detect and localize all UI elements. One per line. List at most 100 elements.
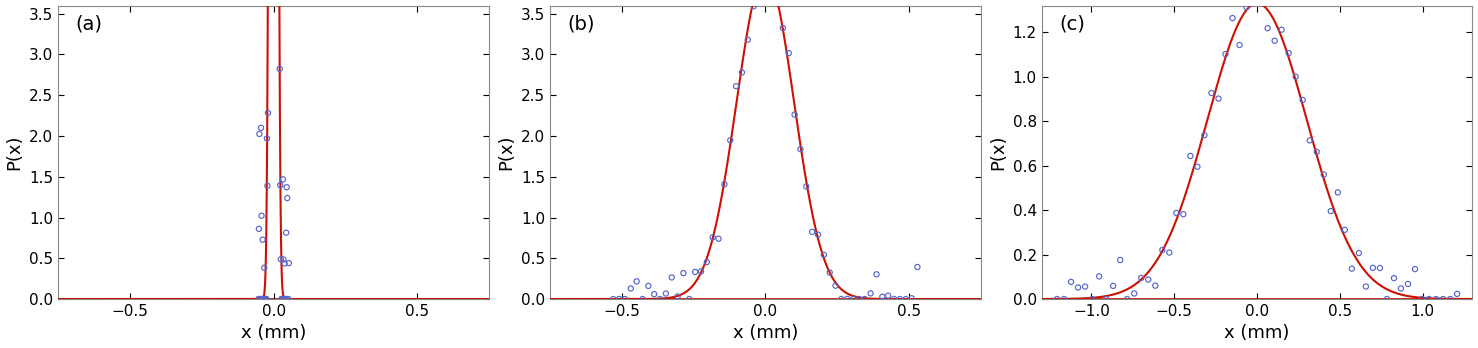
Point bbox=[800, 229, 823, 235]
Point bbox=[251, 237, 275, 243]
Point bbox=[1318, 208, 1342, 214]
Point bbox=[1262, 38, 1286, 44]
Point bbox=[273, 296, 297, 302]
Point bbox=[900, 295, 924, 301]
Point bbox=[1270, 27, 1293, 32]
Point bbox=[1397, 281, 1420, 287]
Point bbox=[1206, 96, 1230, 101]
Point bbox=[671, 270, 695, 276]
Point bbox=[730, 70, 754, 75]
Point bbox=[706, 236, 730, 242]
Point bbox=[625, 279, 649, 284]
Point bbox=[1073, 284, 1097, 290]
Point bbox=[718, 137, 742, 143]
Point bbox=[871, 294, 894, 300]
Point bbox=[1094, 296, 1117, 302]
Point bbox=[269, 256, 293, 262]
Point bbox=[256, 136, 279, 141]
Point bbox=[1178, 153, 1202, 159]
Point bbox=[1234, 5, 1258, 10]
Point bbox=[1101, 283, 1125, 289]
Point bbox=[1341, 266, 1364, 271]
Point bbox=[254, 296, 278, 302]
Text: (b): (b) bbox=[568, 14, 594, 33]
Point bbox=[1298, 137, 1321, 143]
Point bbox=[247, 226, 270, 232]
Point bbox=[268, 66, 291, 72]
Y-axis label: P(x): P(x) bbox=[497, 135, 516, 170]
Point bbox=[613, 296, 637, 302]
Point bbox=[272, 257, 296, 262]
Point bbox=[1242, 0, 1265, 3]
Y-axis label: P(x): P(x) bbox=[6, 135, 24, 170]
Point bbox=[1361, 265, 1385, 271]
Point bbox=[248, 296, 272, 302]
Point bbox=[253, 296, 276, 302]
Point bbox=[1221, 15, 1244, 21]
Text: (c): (c) bbox=[1058, 14, 1085, 33]
Point bbox=[273, 296, 297, 302]
Point bbox=[1185, 164, 1209, 169]
Point bbox=[1080, 296, 1104, 302]
Text: (a): (a) bbox=[75, 14, 102, 33]
Point bbox=[835, 296, 859, 302]
Point bbox=[250, 125, 273, 130]
Point bbox=[1213, 51, 1237, 57]
Point bbox=[250, 296, 273, 302]
Point bbox=[1108, 257, 1132, 263]
Point bbox=[619, 286, 643, 291]
Point bbox=[248, 131, 272, 137]
Point bbox=[777, 50, 801, 56]
Point bbox=[783, 112, 807, 117]
Point bbox=[272, 296, 296, 302]
Point bbox=[276, 296, 300, 302]
Point bbox=[1346, 250, 1370, 256]
Point bbox=[250, 213, 273, 219]
Point bbox=[275, 184, 299, 190]
Point bbox=[275, 195, 299, 201]
Point bbox=[607, 296, 631, 302]
Point bbox=[659, 275, 683, 280]
Point bbox=[1445, 291, 1469, 297]
Point bbox=[1312, 172, 1336, 177]
Point bbox=[631, 296, 655, 302]
Point bbox=[847, 296, 871, 302]
Point bbox=[701, 235, 724, 240]
Point bbox=[1417, 296, 1441, 302]
Point bbox=[649, 296, 672, 302]
Point bbox=[795, 184, 819, 189]
Point bbox=[248, 296, 272, 302]
Point bbox=[1129, 275, 1153, 281]
Point bbox=[695, 259, 718, 265]
Point bbox=[1060, 279, 1083, 285]
Point bbox=[1116, 296, 1140, 302]
Point bbox=[772, 25, 795, 31]
Point bbox=[1066, 285, 1089, 290]
Point bbox=[276, 296, 300, 302]
Point bbox=[1425, 296, 1448, 302]
Point bbox=[1150, 247, 1174, 253]
Point bbox=[882, 296, 906, 302]
Point bbox=[270, 176, 294, 182]
Point bbox=[1382, 275, 1406, 281]
Point bbox=[1326, 190, 1349, 195]
Point bbox=[1137, 277, 1160, 282]
Point bbox=[683, 269, 706, 275]
Point bbox=[1438, 296, 1462, 302]
Point bbox=[270, 296, 294, 302]
Point bbox=[1200, 90, 1224, 96]
Point bbox=[712, 181, 736, 187]
Point bbox=[637, 283, 661, 289]
Point bbox=[275, 230, 299, 236]
Point bbox=[251, 296, 275, 302]
Point bbox=[823, 283, 847, 288]
Point bbox=[853, 296, 876, 302]
Point bbox=[1144, 283, 1168, 288]
Point bbox=[689, 269, 712, 274]
Point bbox=[906, 264, 930, 270]
Point bbox=[1256, 25, 1280, 31]
Point bbox=[888, 296, 912, 302]
Point bbox=[665, 294, 689, 299]
Point bbox=[1284, 74, 1308, 79]
Point bbox=[1305, 149, 1329, 155]
